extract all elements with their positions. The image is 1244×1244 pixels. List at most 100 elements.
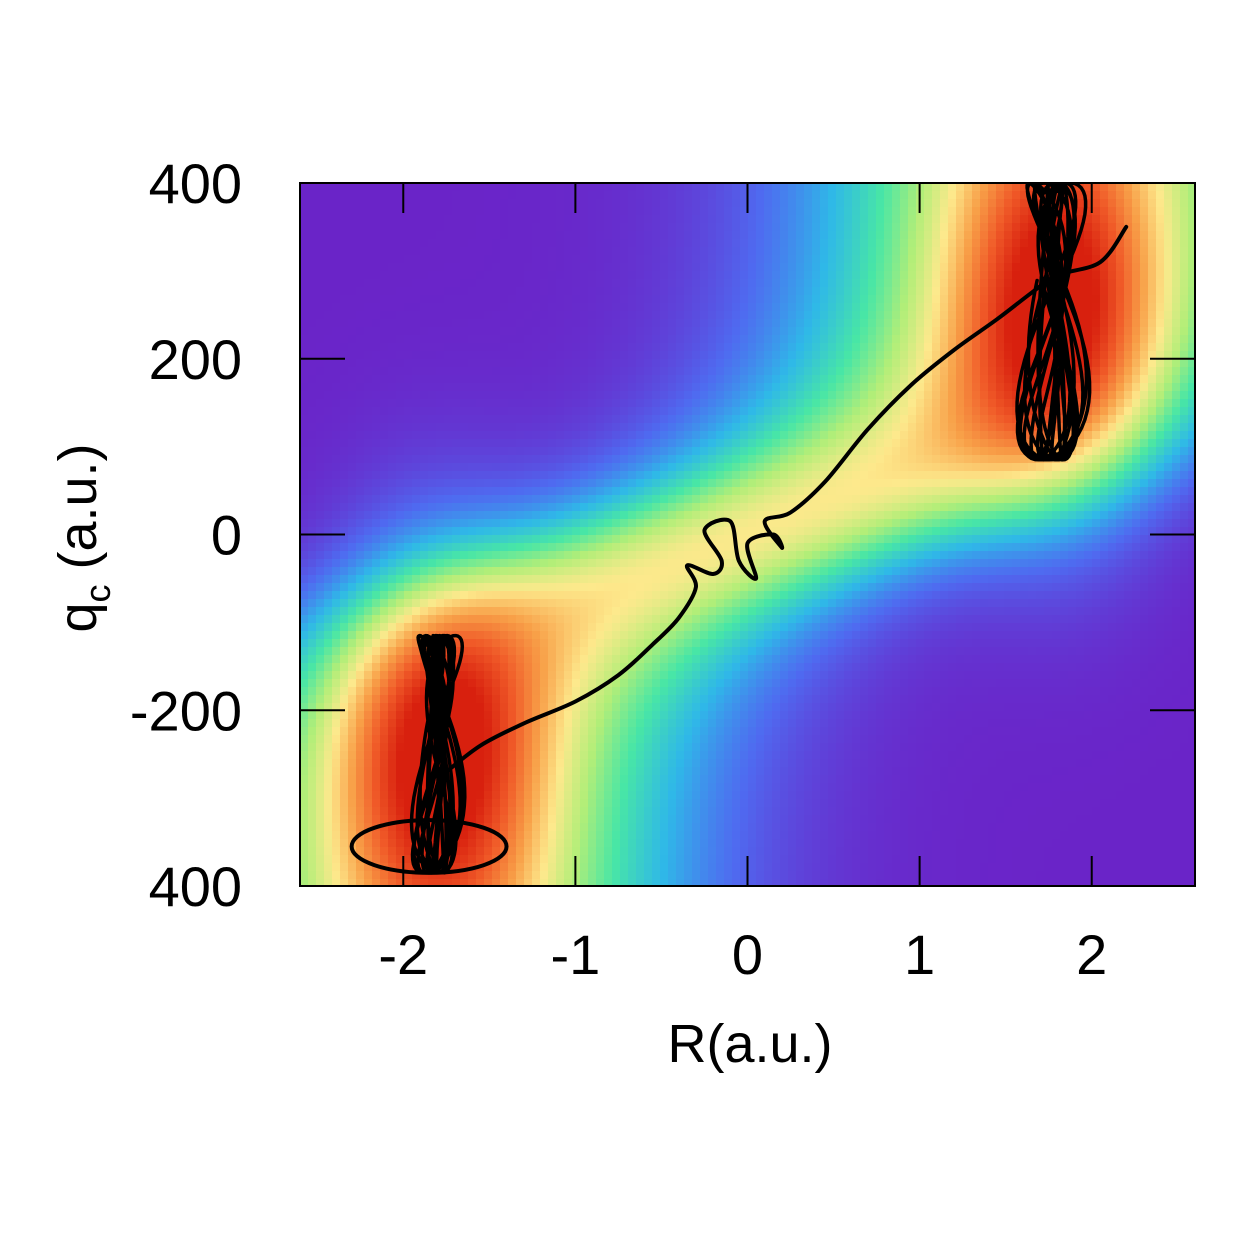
heatmap-cell [948, 471, 957, 480]
heatmap-cell [572, 391, 581, 400]
heatmap-cell [852, 407, 861, 416]
heatmap-cell [924, 463, 933, 472]
heatmap-cell [588, 447, 597, 456]
heatmap-cell [884, 191, 893, 200]
heatmap-cell [996, 319, 1005, 328]
heatmap-cell [428, 463, 437, 472]
heatmap-cell [700, 359, 709, 368]
heatmap-cell [716, 479, 725, 488]
heatmap-cell [508, 215, 517, 224]
heatmap-cell [588, 311, 597, 320]
heatmap-cell [1012, 215, 1021, 224]
heatmap-cell [428, 455, 437, 464]
heatmap-cell [300, 423, 309, 432]
heatmap-cell [828, 375, 837, 384]
heatmap-cell [684, 383, 693, 392]
heatmap-cell [740, 455, 749, 464]
heatmap-cell [364, 295, 373, 304]
heatmap-cell [652, 207, 661, 216]
heatmap-cell [1084, 255, 1093, 264]
heatmap-cell [380, 303, 389, 312]
heatmap-cell [508, 255, 517, 264]
heatmap-cell [404, 311, 413, 320]
heatmap-cell [780, 303, 789, 312]
heatmap-cell [340, 327, 349, 336]
heatmap-cell [612, 191, 621, 200]
heatmap-cell [620, 303, 629, 312]
heatmap-cell [332, 447, 341, 456]
heatmap-cell [740, 479, 749, 488]
heatmap-cell [1164, 447, 1173, 456]
heatmap-cell [564, 375, 573, 384]
heatmap-cell [644, 359, 653, 368]
heatmap-cell [668, 511, 677, 520]
heatmap-cell [572, 487, 581, 496]
heatmap-cell [636, 303, 645, 312]
heatmap-cell [540, 319, 549, 328]
heatmap-cell [892, 511, 901, 520]
heatmap-cell [580, 367, 589, 376]
heatmap-cell [668, 495, 677, 504]
heatmap-cell [716, 263, 725, 272]
heatmap-cell [828, 407, 837, 416]
heatmap-cell [404, 207, 413, 216]
heatmap-cell [876, 463, 885, 472]
heatmap-cell [1180, 335, 1189, 344]
heatmap-cell [852, 279, 861, 288]
heatmap-cell [956, 223, 965, 232]
heatmap-cell [676, 471, 685, 480]
heatmap-cell [364, 335, 373, 344]
heatmap-cell [572, 415, 581, 424]
heatmap-cell [1076, 319, 1085, 328]
heatmap-cell [884, 399, 893, 408]
heatmap-cell [1012, 343, 1021, 352]
heatmap-cell [604, 183, 613, 192]
heatmap-cell [668, 327, 677, 336]
heatmap-cell [524, 207, 533, 216]
heatmap-cell [332, 407, 341, 416]
heatmap-cell [876, 399, 885, 408]
heatmap-cell [468, 535, 477, 544]
heatmap-cell [1052, 503, 1061, 512]
heatmap-cell [708, 279, 717, 288]
heatmap-cell [316, 343, 325, 352]
heatmap-cell [980, 375, 989, 384]
heatmap-cell [340, 495, 349, 504]
heatmap-cell [308, 471, 317, 480]
heatmap-cell [324, 511, 333, 520]
heatmap-cell [1100, 527, 1109, 536]
heatmap-cell [628, 455, 637, 464]
heatmap-cell [756, 431, 765, 440]
heatmap-cell [1148, 231, 1157, 240]
heatmap-cell [844, 231, 853, 240]
heatmap-cell [572, 503, 581, 512]
heatmap-cell [636, 367, 645, 376]
heatmap-cell [548, 495, 557, 504]
heatmap-cell [532, 439, 541, 448]
heatmap-cell [1036, 247, 1045, 256]
heatmap-cell [636, 463, 645, 472]
heatmap-cell [484, 527, 493, 536]
heatmap-cell [1132, 471, 1141, 480]
heatmap-cell [1172, 239, 1181, 248]
heatmap-cell [412, 455, 421, 464]
heatmap-cell [724, 415, 733, 424]
heatmap-cell [1012, 527, 1021, 536]
heatmap-cell [1068, 511, 1077, 520]
heatmap-cell [972, 223, 981, 232]
heatmap-cell [468, 495, 477, 504]
heatmap-cell [1180, 495, 1189, 504]
heatmap-cell [956, 455, 965, 464]
heatmap-cell [540, 287, 549, 296]
heatmap-cell [852, 503, 861, 512]
heatmap-cell [524, 191, 533, 200]
heatmap-cell [732, 351, 741, 360]
heatmap-cell [964, 255, 973, 264]
heatmap-cell [412, 447, 421, 456]
heatmap-cell [668, 295, 677, 304]
heatmap-cell [908, 319, 917, 328]
heatmap-cell [940, 463, 949, 472]
heatmap-cell [540, 367, 549, 376]
heatmap-cell [716, 247, 725, 256]
heatmap-cell [1076, 351, 1085, 360]
